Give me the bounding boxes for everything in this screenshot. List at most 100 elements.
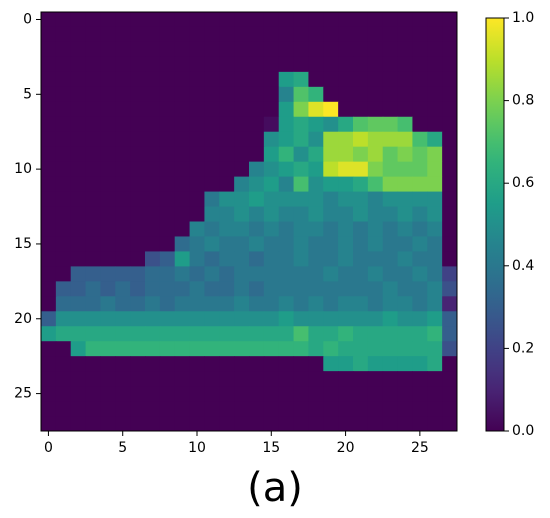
cell <box>55 266 72 282</box>
cell <box>412 41 428 58</box>
cell <box>130 161 146 178</box>
cell <box>278 266 295 282</box>
cell <box>130 371 146 387</box>
cell <box>189 401 205 417</box>
cell <box>382 341 399 357</box>
cell <box>338 191 354 208</box>
cell <box>234 221 250 237</box>
cell <box>174 416 191 432</box>
cell <box>353 161 369 178</box>
cell <box>397 206 413 222</box>
cell <box>427 71 443 88</box>
cell <box>189 266 205 282</box>
cell <box>308 161 324 178</box>
cell <box>41 356 57 372</box>
cell <box>85 341 101 357</box>
cell <box>308 311 324 327</box>
cell <box>55 26 72 43</box>
cell <box>115 281 131 297</box>
cell <box>115 371 131 387</box>
cell <box>130 416 146 432</box>
cell <box>145 221 161 237</box>
cell <box>427 296 443 312</box>
cell <box>55 191 72 208</box>
cell <box>263 101 280 118</box>
cell <box>382 146 399 163</box>
cell <box>427 401 443 417</box>
cell <box>367 326 384 342</box>
cell <box>115 191 131 208</box>
cell <box>249 251 265 267</box>
cell <box>189 86 205 103</box>
cell <box>174 71 191 88</box>
cell <box>353 86 369 103</box>
cell <box>382 41 399 58</box>
cell <box>174 191 191 208</box>
cell <box>338 12 354 28</box>
cell <box>55 176 72 193</box>
cell <box>397 386 413 402</box>
cell <box>189 116 205 133</box>
cell <box>263 221 280 237</box>
cell <box>41 56 57 73</box>
cell <box>70 26 87 43</box>
cell <box>442 341 458 357</box>
cell <box>85 71 101 88</box>
cell <box>85 416 101 432</box>
cell <box>367 176 384 193</box>
cell <box>189 416 205 432</box>
cell <box>100 161 116 178</box>
cell <box>70 416 87 432</box>
cell <box>427 41 443 58</box>
cell <box>308 371 324 387</box>
cell <box>442 101 458 118</box>
y-tick-label: 25 <box>14 386 32 402</box>
cell <box>338 251 354 267</box>
cell <box>278 371 295 387</box>
cell <box>130 341 146 357</box>
cell <box>397 191 413 208</box>
cell <box>115 356 131 372</box>
cell <box>278 41 295 58</box>
cell <box>338 116 354 133</box>
cell <box>249 131 265 148</box>
cell <box>412 326 428 342</box>
cell <box>263 206 280 222</box>
cell <box>382 176 399 193</box>
cell <box>55 311 72 327</box>
cell <box>263 386 280 402</box>
cell <box>442 371 458 387</box>
cell <box>234 341 250 357</box>
cell <box>353 266 369 282</box>
cell <box>367 416 384 432</box>
cell <box>219 191 235 208</box>
cell <box>338 41 354 58</box>
cell <box>234 71 250 88</box>
cell <box>70 191 87 208</box>
cell <box>234 326 250 342</box>
cell <box>41 86 57 103</box>
cell <box>382 416 399 432</box>
cell <box>204 116 220 133</box>
cell <box>41 401 57 417</box>
cell <box>100 251 116 267</box>
cell <box>204 161 220 178</box>
cell <box>293 266 309 282</box>
y-tick-label: 20 <box>14 311 32 327</box>
cell <box>308 86 324 103</box>
cell <box>412 251 428 267</box>
cell <box>263 311 280 327</box>
cell <box>382 386 399 402</box>
cell <box>249 191 265 208</box>
cell <box>367 101 384 118</box>
cell <box>353 251 369 267</box>
cell <box>412 191 428 208</box>
cell <box>263 416 280 432</box>
cell <box>323 356 339 372</box>
cell <box>263 131 280 148</box>
cell <box>41 176 57 193</box>
cell <box>204 176 220 193</box>
cell <box>100 176 116 193</box>
cell <box>338 131 354 148</box>
cell <box>323 71 339 88</box>
